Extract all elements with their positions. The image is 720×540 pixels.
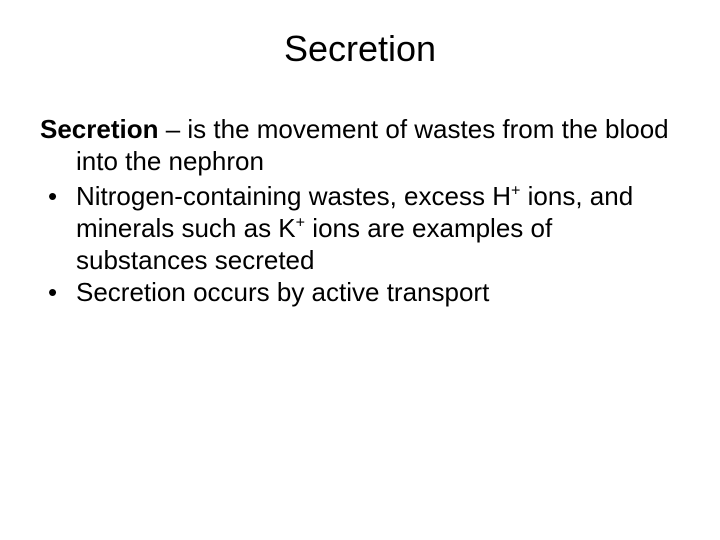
slide: Secretion Secretion – is the movement of… (0, 0, 720, 540)
slide-body: Secretion – is the movement of wastes fr… (40, 114, 680, 308)
definition-text: – is the movement of wastes from the blo… (76, 114, 669, 176)
superscript: + (511, 182, 520, 200)
definition-term: Secretion (40, 114, 159, 144)
bullet-item: Nitrogen-containing wastes, excess H+ io… (40, 181, 680, 276)
bullet-text: Secretion occurs by active transport (76, 277, 489, 307)
bullet-text-pre: Nitrogen-containing wastes, excess H (76, 181, 511, 211)
slide-title: Secretion (40, 28, 680, 70)
bullet-list: Nitrogen-containing wastes, excess H+ io… (40, 181, 680, 308)
bullet-item: Secretion occurs by active transport (40, 277, 680, 309)
superscript: + (296, 214, 305, 232)
definition-line: Secretion – is the movement of wastes fr… (40, 114, 680, 177)
